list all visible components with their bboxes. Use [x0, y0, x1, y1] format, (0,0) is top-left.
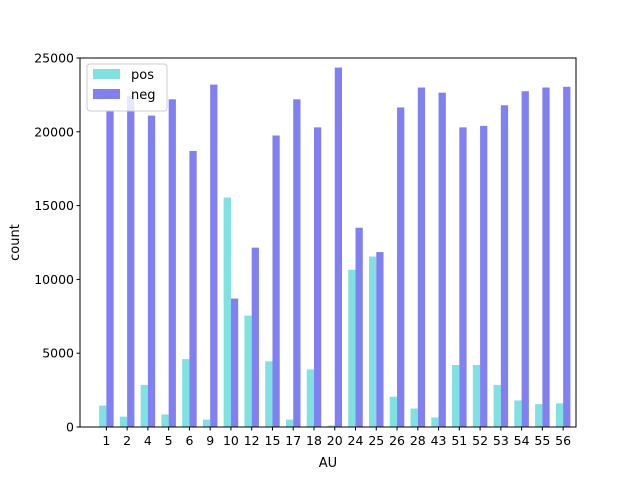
bar-neg-54	[521, 91, 529, 428]
bar-neg-52	[480, 125, 488, 428]
bar-neg-9	[210, 84, 218, 428]
y-tick-label: 20000	[34, 124, 74, 139]
x-tick-label: 4	[144, 433, 152, 448]
bar-neg-17	[293, 99, 301, 427]
bar-pos-15	[265, 361, 273, 427]
legend: pos neg	[86, 63, 168, 112]
bar-pos-52	[472, 365, 481, 427]
bar-pos-53	[493, 384, 501, 427]
x-tick-label: 51	[451, 433, 467, 448]
bar-neg-10	[230, 298, 239, 427]
bar-neg-6	[189, 150, 197, 427]
bar-neg-43	[438, 92, 446, 427]
bar-pos-6	[182, 359, 190, 427]
legend-swatch-pos	[93, 69, 120, 79]
y-tick-label: 10000	[34, 272, 74, 287]
bar-pos-5	[161, 414, 169, 427]
x-tick-label: 1	[102, 433, 110, 448]
bar-neg-5	[168, 99, 176, 427]
x-tick-label: 15	[265, 433, 281, 448]
bar-pos-20	[327, 425, 335, 427]
bar-pos-28	[410, 408, 418, 427]
bar-pos-9	[202, 419, 211, 427]
bar-neg-26	[397, 107, 405, 428]
x-tick-label: 2	[123, 433, 131, 448]
x-tick-label: 20	[327, 433, 343, 448]
x-axis-label: AU	[319, 456, 337, 471]
x-tick-label: 54	[514, 433, 530, 448]
y-tick-label: 5000	[42, 346, 74, 361]
y-axis-label: count	[8, 224, 23, 261]
x-tick-label: 28	[410, 433, 426, 448]
bar-pos-51	[452, 365, 460, 427]
x-tick-label: 6	[185, 433, 193, 448]
bar-pos-4	[140, 384, 148, 427]
bar-neg-53	[500, 105, 509, 428]
x-tick-label: 10	[223, 433, 239, 448]
bar-pos-10	[223, 197, 231, 427]
bar-pos-25	[369, 256, 377, 427]
bar-neg-56	[563, 86, 571, 428]
y-axis: 0 5000 10000 15000 20000 25000	[34, 51, 80, 435]
x-tick-label: 17	[285, 433, 301, 448]
bar-pos-56	[555, 403, 564, 427]
bars-group	[99, 67, 571, 428]
bar-neg-28	[417, 87, 426, 428]
bar-neg-51	[459, 127, 467, 427]
bar-pos-18	[306, 369, 314, 427]
legend-swatch-neg	[93, 89, 120, 99]
legend-label-pos: pos	[131, 68, 154, 83]
x-axis: 1 2 4 5 6 9 10 12 15 17 18 20 24 25 26 28 43 51 52 53 54 55 56	[102, 427, 571, 448]
bar-pos-54	[514, 400, 522, 427]
bar-neg-1	[106, 110, 114, 427]
bar-pos-1	[99, 405, 107, 427]
bar-neg-20	[334, 67, 343, 428]
x-tick-label: 53	[493, 433, 509, 448]
x-tick-label: 56	[555, 433, 571, 448]
x-tick-label: 52	[472, 433, 488, 448]
bar-pos-43	[431, 417, 439, 427]
plot-frame	[79, 57, 577, 428]
x-tick-label: 9	[206, 433, 214, 448]
bar-neg-55	[542, 87, 550, 428]
bar-neg-15	[272, 135, 280, 428]
y-tick-label: 15000	[34, 198, 74, 213]
bar-neg-25	[376, 252, 384, 427]
x-tick-label: 55	[534, 433, 550, 448]
legend-label-neg: neg	[131, 88, 156, 103]
bar-pos-55	[535, 404, 543, 427]
x-tick-label: 43	[431, 433, 447, 448]
x-tick-label: 5	[165, 433, 173, 448]
y-tick-label: 0	[66, 420, 74, 435]
bar-neg-2	[127, 95, 135, 427]
x-tick-label: 12	[244, 433, 260, 448]
x-tick-label: 26	[389, 433, 405, 448]
bar-pos-12	[244, 315, 252, 427]
y-tick-label: 25000	[34, 51, 74, 66]
bar-neg-24	[355, 227, 363, 427]
x-tick-label: 18	[306, 433, 322, 448]
x-tick-label: 24	[348, 433, 364, 448]
x-tick-label: 25	[368, 433, 384, 448]
bar-pos-2	[119, 416, 128, 427]
bar-neg-12	[251, 247, 259, 427]
bar-neg-4	[147, 115, 156, 428]
bar-pos-24	[348, 269, 356, 427]
bar-pos-26	[389, 396, 398, 427]
bar-pos-17	[285, 419, 294, 427]
bar-neg-18	[313, 127, 322, 427]
